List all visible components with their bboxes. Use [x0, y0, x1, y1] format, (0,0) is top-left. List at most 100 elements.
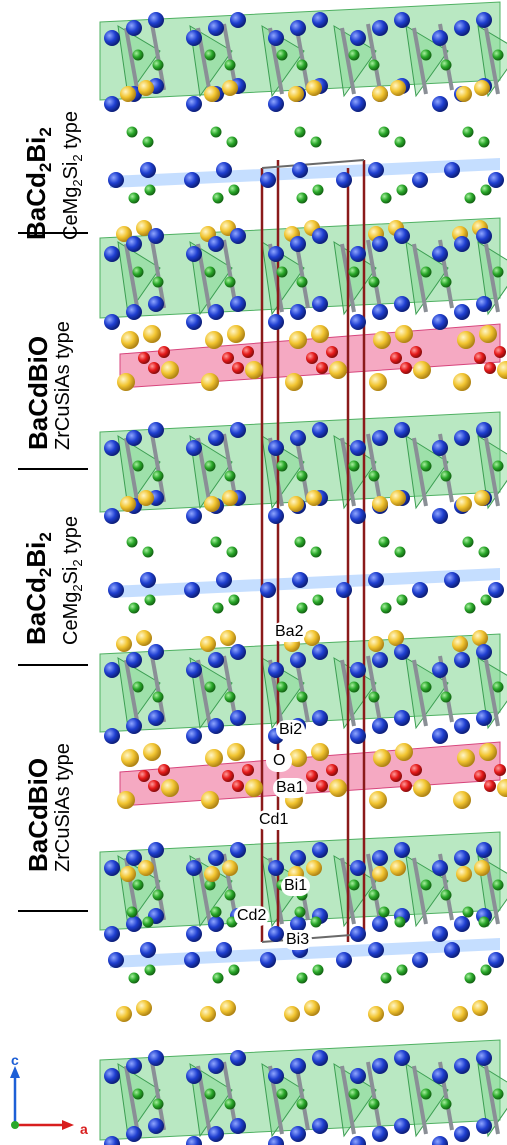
ba-atom	[456, 86, 472, 102]
cd-atom	[294, 906, 306, 918]
bi-atom	[312, 710, 328, 726]
ba-atom	[452, 1006, 468, 1022]
o-atom	[138, 352, 150, 364]
bi-atom	[432, 1136, 448, 1145]
bi-atom	[104, 860, 120, 876]
cd-atom	[440, 691, 452, 703]
bi-atom	[350, 440, 366, 456]
bi-atom	[268, 662, 284, 678]
bi-atom	[290, 652, 306, 668]
ba-atom	[201, 373, 219, 391]
bi-atom	[312, 644, 328, 660]
cd-atom	[142, 136, 154, 148]
o-atom	[158, 764, 170, 776]
cd-atom	[394, 916, 406, 928]
cd-atom	[204, 681, 216, 693]
o-atom	[494, 346, 506, 358]
cd-atom	[420, 49, 432, 61]
bond	[340, 1065, 356, 1135]
bi-atom	[290, 1126, 306, 1142]
axis-label-c: c	[11, 1052, 19, 1068]
cd-atom	[380, 972, 392, 984]
cd-atom	[464, 972, 476, 984]
ba-atom	[479, 325, 497, 343]
cd-atom	[152, 59, 164, 71]
ba-atom	[222, 860, 238, 876]
cd-atom	[348, 460, 360, 472]
bi-atom	[216, 162, 232, 178]
ba-atom	[121, 331, 139, 349]
o-atom	[148, 362, 160, 374]
cd-atom	[420, 681, 432, 693]
ba-atom	[395, 325, 413, 343]
bond	[366, 239, 382, 309]
bi-atom	[186, 246, 202, 262]
bi-atom	[432, 30, 448, 46]
bi-atom	[230, 842, 246, 858]
ba-atom	[390, 80, 406, 96]
bi-atom	[394, 1118, 410, 1134]
bi-atom	[336, 952, 352, 968]
cd-atom	[478, 136, 490, 148]
bond	[222, 1061, 238, 1131]
ba-atom	[479, 743, 497, 761]
cd-atom	[394, 136, 406, 148]
bi-atom	[454, 430, 470, 446]
ba-atom	[369, 373, 387, 391]
cd-atom	[396, 594, 408, 606]
o-atom	[410, 346, 422, 358]
bond	[150, 1061, 166, 1131]
ba-atom	[453, 791, 471, 809]
cd-atom	[440, 1098, 452, 1110]
bi-atom	[394, 644, 410, 660]
bi-atom	[268, 926, 284, 942]
bi-atom	[148, 296, 164, 312]
cd-atom	[368, 59, 380, 71]
ba-atom	[395, 743, 413, 761]
site-label-bi3: Bi3	[283, 930, 313, 950]
cd-atom	[480, 964, 492, 976]
bond	[366, 655, 382, 723]
ba-atom	[143, 325, 161, 343]
cd-atom	[312, 964, 324, 976]
bi-atom	[350, 1136, 366, 1145]
o-atom	[232, 362, 244, 374]
bond	[124, 27, 140, 95]
cd-atom	[420, 266, 432, 278]
o-atom	[390, 770, 402, 782]
cd-atom	[310, 546, 322, 558]
ba-atom	[311, 325, 329, 343]
cd-atom	[380, 192, 392, 204]
bond	[412, 857, 428, 925]
bi-atom	[312, 1118, 328, 1134]
ba-atom	[245, 779, 263, 797]
bi-atom	[230, 710, 246, 726]
cd-atom	[396, 964, 408, 976]
bi-atom	[476, 1118, 492, 1134]
ba-atom	[121, 749, 139, 767]
bi-atom	[350, 926, 366, 942]
ba-atom	[456, 496, 472, 512]
cd-atom	[368, 276, 380, 288]
ba-atom	[138, 80, 154, 96]
bi-atom	[108, 582, 124, 598]
ba-atom	[201, 791, 219, 809]
ba-atom	[117, 373, 135, 391]
bi-atom	[372, 20, 388, 36]
ba-atom	[457, 331, 475, 349]
o-atom	[400, 780, 412, 792]
ba-atom	[136, 630, 152, 646]
ba-atom	[413, 779, 431, 797]
ba-atom	[120, 866, 136, 882]
bi-atom	[260, 952, 276, 968]
ba-atom	[413, 361, 431, 379]
bi-atom	[126, 652, 142, 668]
bi-atom	[184, 172, 200, 188]
bi-atom	[312, 12, 328, 28]
bi-atom	[432, 246, 448, 262]
bi-atom	[184, 582, 200, 598]
ba-atom	[304, 1000, 320, 1016]
cd-atom	[152, 889, 164, 901]
cd-atom	[276, 49, 288, 61]
layer-separator	[18, 664, 88, 666]
